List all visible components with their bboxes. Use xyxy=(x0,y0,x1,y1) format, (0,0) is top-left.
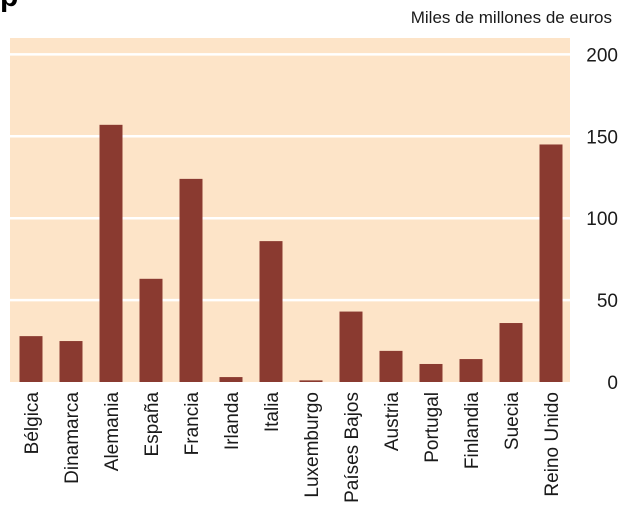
bar xyxy=(499,323,523,382)
x-tick-label: Suecia xyxy=(502,392,523,451)
x-tick-label: Alemania xyxy=(102,392,123,472)
x-tick-label: Portugal xyxy=(422,392,443,463)
bar xyxy=(219,377,243,382)
x-tick-label: Dinamarca xyxy=(62,392,83,484)
bar xyxy=(339,311,363,382)
bar xyxy=(139,278,163,382)
y-tick-label: 50 xyxy=(597,291,618,312)
x-tick-label: Irlanda xyxy=(222,392,243,451)
x-tick-label: Países Bajos xyxy=(342,392,363,503)
y-tick-labels: 0 50 100 150 200 xyxy=(586,45,618,394)
x-tick-label: Finlandia xyxy=(462,392,483,470)
bar xyxy=(419,363,443,382)
bar xyxy=(179,178,203,382)
bar xyxy=(459,359,483,382)
title-fragment: p xyxy=(0,0,18,12)
x-tick-label: Reino Unido xyxy=(542,392,563,497)
y-tick-label: 0 xyxy=(607,373,618,394)
x-tick-label: España xyxy=(142,392,163,457)
bar xyxy=(19,336,43,382)
bar xyxy=(379,350,403,382)
x-tick-labels: Bélgica Dinamarca Alemania España Francia Irl… xyxy=(22,392,563,503)
bar xyxy=(539,144,563,382)
title-fragment-clip: p xyxy=(0,0,60,12)
x-tick-label: Italia xyxy=(262,392,283,433)
bar xyxy=(99,124,123,383)
unit-label: Miles de millones de euros xyxy=(410,8,612,27)
x-tick-label: Austria xyxy=(382,392,403,452)
bar xyxy=(299,380,323,382)
bars xyxy=(19,124,563,383)
bar xyxy=(259,241,283,382)
y-tick-label: 100 xyxy=(586,209,618,230)
x-tick-label: Luxemburgo xyxy=(302,392,323,498)
plot-background xyxy=(10,38,570,382)
bar xyxy=(59,341,83,382)
y-tick-label: 200 xyxy=(586,45,618,66)
x-tick-label: Francia xyxy=(182,392,203,456)
x-tick-label: Bélgica xyxy=(22,392,43,455)
y-tick-label: 150 xyxy=(586,127,618,148)
